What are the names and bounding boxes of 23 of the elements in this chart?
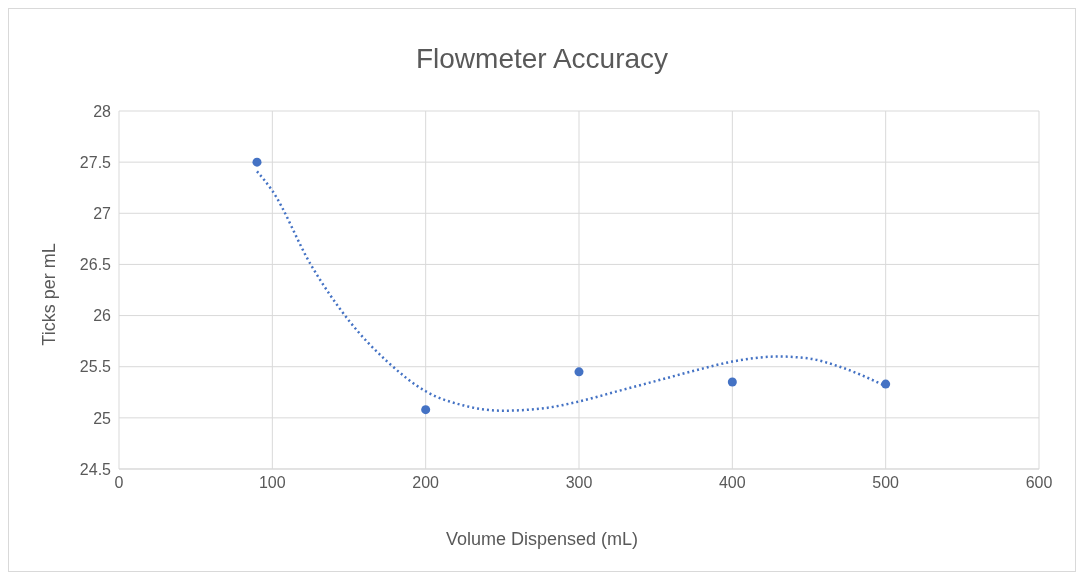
y-axis-title: Ticks per mL [38,242,60,346]
point [252,157,262,167]
point [727,377,737,387]
y-tick-label: 26 [93,307,112,325]
x-tick-label: 400 [718,474,746,492]
x-tick-label: 200 [412,474,440,492]
x-tick-label: 600 [1025,474,1053,492]
y-tick-label: 27.5 [79,153,112,171]
point [574,367,584,377]
chart-title: Flowmeter Accuracy [414,43,670,75]
point [881,379,891,389]
y-tick-label: 28 [93,102,112,120]
point [421,405,431,415]
y-tick-label: 25.5 [79,358,112,376]
y-tick-label: 26.5 [79,256,112,274]
y-tick-label: 24.5 [79,460,112,478]
x-tick-label: 100 [258,474,286,492]
x-tick-label: 300 [565,474,593,492]
y-tick-label: 27 [93,204,112,222]
x-tick-label: 0 [114,474,124,492]
x-axis-title: Volume Dispensed (mL) [444,529,640,550]
y-tick-label: 25 [93,409,112,427]
x-tick-label: 500 [872,474,900,492]
